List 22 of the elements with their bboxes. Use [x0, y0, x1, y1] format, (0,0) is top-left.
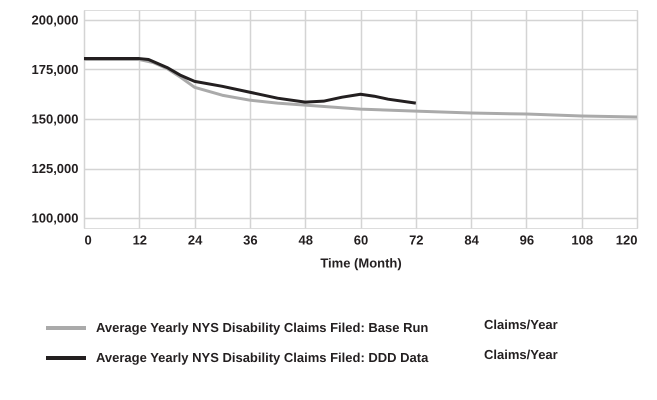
- x-tick-label: 24: [188, 232, 204, 248]
- x-tick-label: 120: [616, 232, 638, 248]
- x-axis-title: Time (Month): [320, 256, 402, 270]
- y-tick-label: 200,000: [32, 12, 78, 28]
- text: Claims/Year: [484, 347, 558, 362]
- y-tick-label: 150,000: [32, 112, 78, 126]
- line-series: [84, 57, 418, 105]
- x-tick-label: 48: [298, 232, 313, 248]
- x-tick-label: 60: [354, 232, 368, 248]
- legend-label: Average Yearly NYS Disability Claims Filed: Base Run: [96, 320, 428, 335]
- text: Claims/Year: [484, 317, 558, 332]
- legend-label: Average Yearly NYS Disability Claims Filed: DDD Data: [96, 350, 430, 365]
- y-tick-label: 125,000: [32, 161, 78, 176]
- x-tick-label: 72: [409, 232, 424, 248]
- x-tick-label: 108: [571, 232, 594, 248]
- x-tick-label: 96: [520, 232, 534, 248]
- x-tick-label: 0: [84, 232, 92, 248]
- y-tick-label: 100,000: [32, 210, 78, 226]
- y-tick-label: 175,000: [32, 62, 78, 77]
- x-tick-label: 36: [243, 232, 258, 248]
- x-tick-label: 84: [464, 232, 480, 248]
- x-tick-label: 12: [132, 232, 148, 248]
